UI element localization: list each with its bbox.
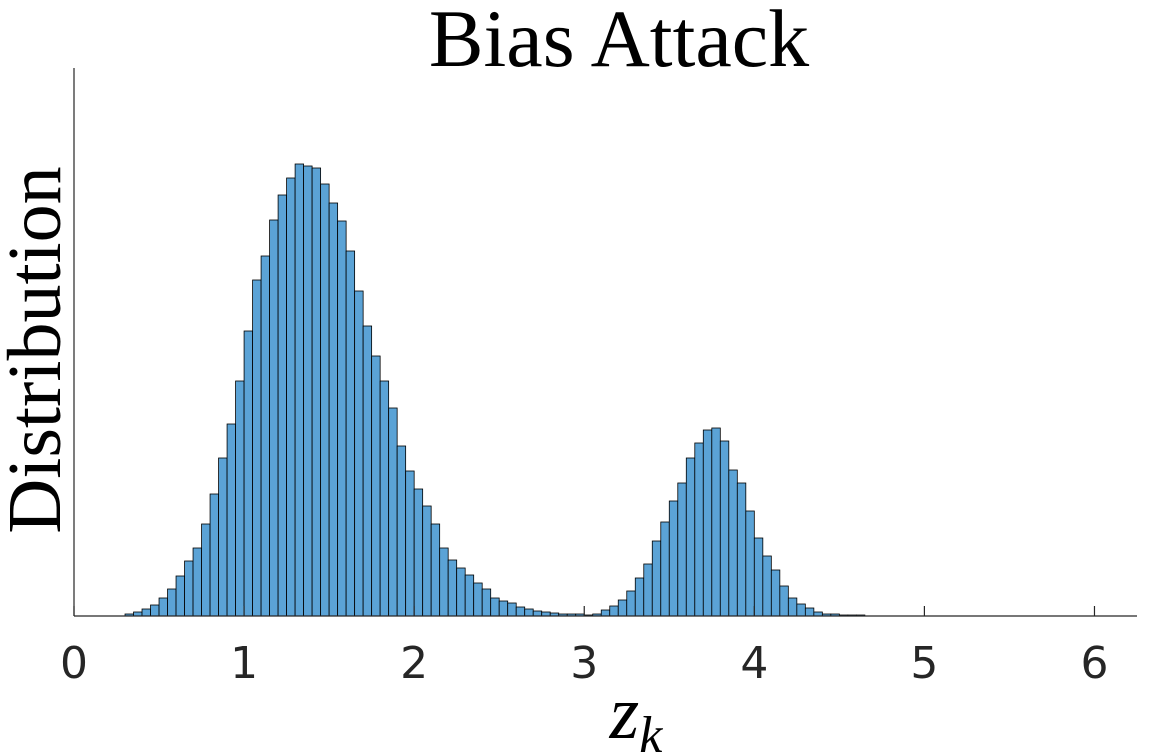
bar	[600, 609, 611, 617]
bar	[252, 279, 262, 617]
bar	[464, 574, 475, 617]
bar	[762, 555, 772, 617]
bar	[439, 547, 449, 617]
bar	[269, 219, 279, 617]
bar	[515, 606, 526, 617]
bar	[371, 355, 381, 617]
bar	[209, 493, 219, 617]
bar	[337, 220, 347, 617]
bar	[396, 445, 407, 617]
bar	[745, 510, 755, 617]
bar	[694, 442, 704, 617]
bar	[362, 325, 373, 617]
bar	[226, 423, 236, 617]
x-tick-label: 4	[740, 638, 768, 689]
bar	[804, 607, 815, 617]
bar	[507, 602, 517, 617]
bar	[379, 380, 390, 617]
x-tick-label: 2	[400, 638, 428, 689]
bar	[787, 597, 798, 617]
chart-title: Bias Attack	[429, 0, 809, 84]
bar	[303, 165, 313, 617]
bar	[192, 547, 202, 617]
bar	[243, 330, 253, 617]
bar	[796, 603, 806, 617]
bar	[260, 255, 270, 617]
bar	[770, 569, 781, 617]
bar	[626, 590, 636, 617]
bar	[532, 610, 543, 617]
bar	[634, 577, 645, 617]
bar	[668, 500, 679, 617]
bar	[277, 194, 288, 617]
bar	[779, 585, 789, 617]
bar	[430, 523, 441, 617]
x-tick-label: 6	[1080, 638, 1108, 689]
bar	[405, 470, 415, 617]
bar	[422, 505, 432, 617]
bar	[328, 202, 339, 617]
bar	[490, 597, 500, 617]
bar	[702, 429, 713, 617]
bar	[175, 575, 185, 617]
x-tick-label: 3	[570, 638, 598, 689]
x-tick-label: 0	[60, 638, 88, 689]
bar	[201, 523, 211, 617]
bar	[617, 599, 628, 617]
bar	[660, 521, 670, 617]
x-label-subscript: k	[639, 707, 663, 752]
bar	[685, 457, 696, 617]
y-axis-label: Distribution	[0, 166, 77, 533]
bar	[753, 537, 764, 617]
bar	[354, 290, 364, 617]
x-label-base: z	[609, 671, 640, 752]
bar	[677, 482, 687, 617]
bar	[498, 600, 509, 617]
bar	[719, 440, 730, 617]
bar	[218, 457, 228, 617]
bar	[320, 183, 330, 617]
bar	[235, 380, 245, 617]
bar	[728, 469, 738, 617]
bar	[413, 488, 424, 617]
bar	[643, 563, 653, 617]
bar	[651, 540, 662, 617]
bar	[286, 177, 296, 617]
bar	[524, 608, 534, 617]
x-tick-label: 1	[230, 638, 258, 689]
bar	[141, 608, 151, 617]
bar	[184, 560, 194, 617]
x-tick-label: 5	[910, 638, 938, 689]
bar	[456, 567, 466, 617]
bar	[447, 559, 458, 617]
bar	[294, 163, 305, 617]
bar	[736, 482, 747, 617]
bar	[473, 582, 483, 617]
bar	[311, 167, 322, 617]
bar	[167, 588, 177, 617]
bar	[481, 588, 492, 617]
bar	[158, 597, 168, 617]
bar	[609, 605, 619, 617]
x-axis-label: zk	[609, 671, 664, 752]
bar	[345, 250, 356, 617]
bar	[388, 407, 398, 617]
bar	[150, 604, 160, 617]
bar	[711, 427, 721, 617]
